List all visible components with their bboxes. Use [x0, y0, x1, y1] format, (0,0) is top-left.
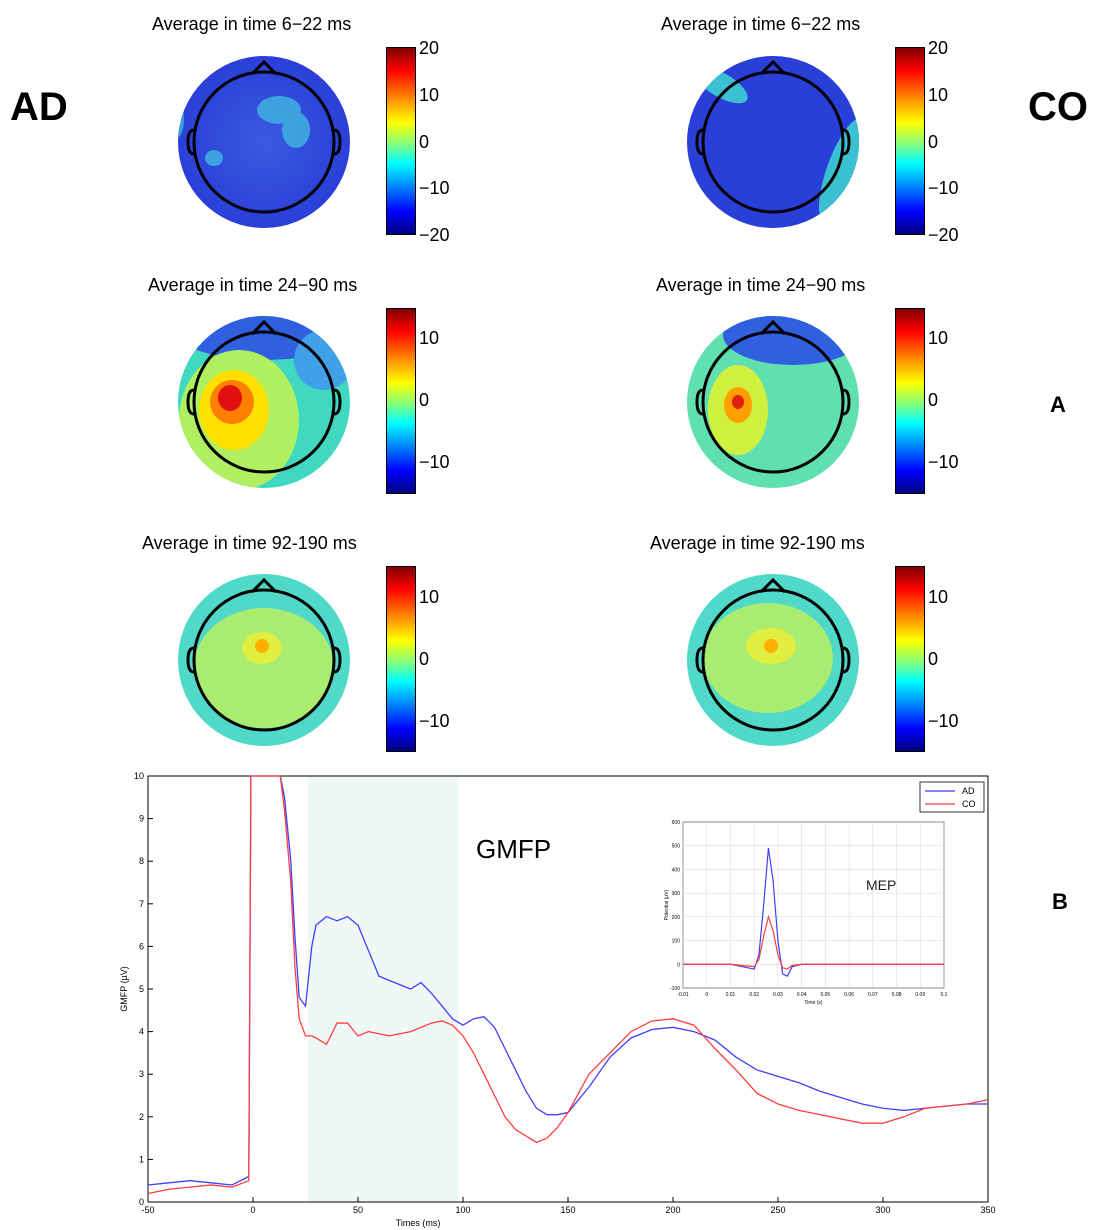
x-tick-label: 0: [250, 1205, 255, 1215]
inset-x-tick-label: -0.01: [677, 992, 689, 998]
y-tick-label: 5: [139, 984, 144, 994]
x-tick-label: 50: [353, 1205, 363, 1215]
colorbar: [386, 566, 416, 752]
colorbar-tick: −10: [419, 178, 450, 198]
topomap-title: Average in time 92-190 ms: [650, 533, 865, 553]
colorbar-tick: 10: [928, 328, 949, 348]
y-tick-label: 7: [139, 899, 144, 909]
group-label-ad: AD: [10, 85, 68, 129]
inset-y-tick-label: 200: [672, 915, 681, 921]
colorbar: [386, 308, 416, 494]
x-tick-label: 350: [980, 1205, 995, 1215]
scalp-topomap: [178, 56, 350, 228]
inset-x-tick-label: 0: [705, 992, 708, 998]
scalp-topomap: [687, 574, 859, 746]
colorbar-tick: 10: [928, 587, 949, 607]
colorbar-tick: 10: [419, 587, 440, 607]
colorbar-tick: −10: [928, 452, 959, 472]
scalp-topomap: [687, 56, 859, 228]
y-tick-label: 4: [139, 1027, 144, 1037]
topomap-title: Average in time 92-190 ms: [142, 533, 357, 553]
colorbar: [386, 47, 416, 235]
y-tick-label: 9: [139, 814, 144, 824]
x-tick-label: 100: [455, 1205, 470, 1215]
legend-entry: CO: [962, 799, 976, 809]
scalp-topomap: [687, 316, 859, 488]
inset-x-tick-label: 0.04: [797, 992, 807, 998]
y-tick-label: 8: [139, 856, 144, 866]
inset-x-axis-label: Time (s): [804, 1000, 822, 1006]
legend-entry: AD: [962, 786, 975, 796]
y-tick-label: 1: [139, 1154, 144, 1164]
scalp-topomap: [178, 316, 350, 488]
colorbar-tick: 0: [928, 132, 939, 152]
colorbar-tick: 20: [928, 38, 949, 58]
panel-label-b: B: [1052, 889, 1068, 914]
colorbar-tick: 10: [928, 85, 949, 105]
inset-y-tick-label: -100: [670, 986, 680, 992]
inset-x-tick-label: 0.07: [868, 992, 878, 998]
x-tick-label: 250: [770, 1205, 785, 1215]
colorbar-tick: 0: [928, 390, 939, 410]
x-tick-label: -50: [141, 1205, 154, 1215]
series-line-co: [147, 775, 989, 1195]
y-tick-label: 0: [139, 1197, 144, 1207]
x-tick-label: 300: [875, 1205, 890, 1215]
inset-y-tick-label: 400: [672, 867, 681, 873]
inset-x-tick-label: 0.02: [749, 992, 759, 998]
colorbar: [895, 566, 925, 752]
scalp-topomap: [178, 574, 350, 746]
colorbar-tick: 0: [419, 649, 430, 669]
inset-x-tick-label: 0.01: [726, 992, 736, 998]
colorbar-tick: −20: [419, 225, 450, 245]
inset-y-tick-label: 600: [672, 820, 681, 826]
inset-x-tick-label: 0.03: [773, 992, 783, 998]
topomap-title: Average in time 6−22 ms: [152, 14, 352, 34]
shaded-window: [307, 776, 459, 1202]
colorbar: [895, 47, 925, 235]
inset-y-tick-label: 300: [672, 891, 681, 897]
group-label-co: CO: [1028, 85, 1088, 129]
y-tick-label: 6: [139, 941, 144, 951]
inset-x-tick-label: 0.1: [941, 992, 948, 998]
colorbar-tick: 0: [419, 132, 430, 152]
y-tick-label: 10: [134, 771, 144, 781]
colorbar-tick: 0: [928, 649, 939, 669]
colorbar-tick: −10: [419, 711, 450, 731]
colorbar: [895, 308, 925, 494]
x-axis-label: Times (ms): [396, 1218, 441, 1228]
colorbar-tick: 20: [419, 38, 440, 58]
legend-box: [919, 781, 985, 813]
topomap-title: Average in time 6−22 ms: [661, 14, 861, 34]
chart-title: GMFP: [476, 834, 551, 864]
inset-series-line-co: [683, 914, 944, 970]
inset-x-tick-label: 0.08: [892, 992, 902, 998]
panel-label-a: A: [1050, 392, 1066, 417]
colorbar-tick: −20: [928, 225, 959, 245]
colorbar-tick: −10: [928, 178, 959, 198]
inset-title: MEP: [866, 877, 896, 893]
y-tick-label: 2: [139, 1112, 144, 1122]
x-tick-label: 200: [665, 1205, 680, 1215]
inset-y-tick-label: 100: [672, 939, 681, 945]
colorbar-tick: 10: [419, 85, 440, 105]
inset-x-tick-label: 0.09: [915, 992, 925, 998]
inset-x-tick-label: 0.06: [844, 992, 854, 998]
colorbar-tick: 10: [419, 328, 440, 348]
y-axis-label: GMFP (µV): [119, 966, 129, 1012]
colorbar-tick: −10: [928, 711, 959, 731]
y-tick-label: 3: [139, 1069, 144, 1079]
topomap-title: Average in time 24−90 ms: [148, 275, 358, 295]
colorbar-tick: 0: [419, 390, 430, 410]
inset-y-tick-label: 0: [677, 962, 680, 968]
inset-y-tick-label: 500: [672, 844, 681, 850]
inset-frame: [682, 821, 945, 989]
topomap-title: Average in time 24−90 ms: [656, 275, 866, 295]
colorbar-tick: −10: [419, 452, 450, 472]
x-tick-label: 150: [560, 1205, 575, 1215]
inset-x-tick-label: 0.05: [820, 992, 830, 998]
inset-y-axis-label: Potential (µV): [664, 889, 670, 920]
